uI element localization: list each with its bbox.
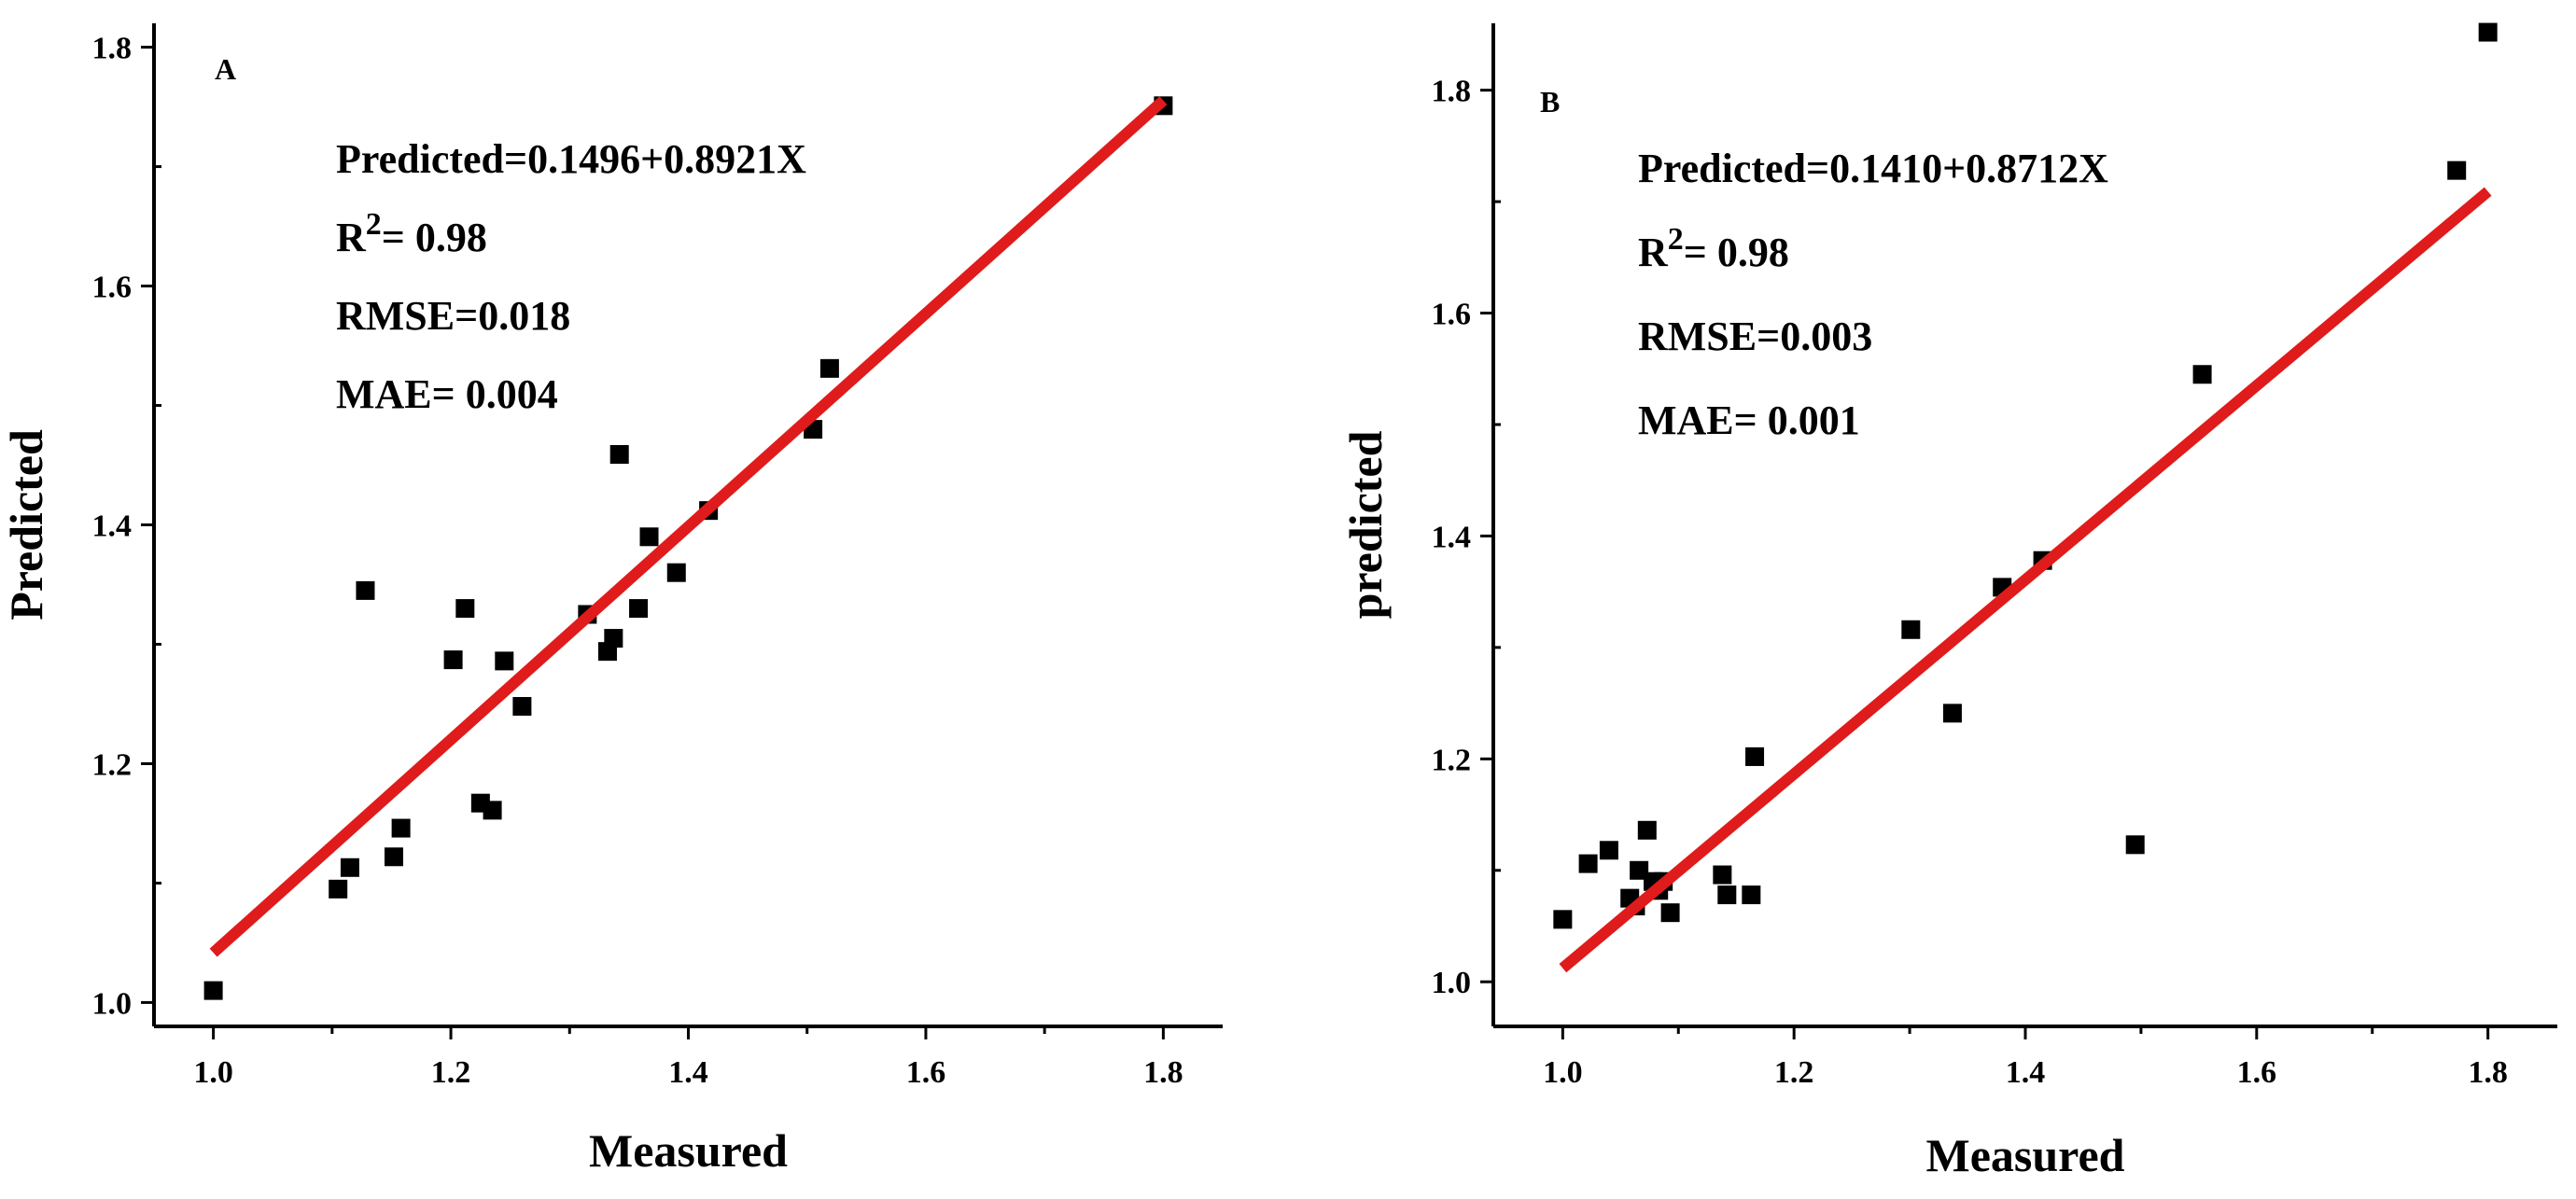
panel-a-mae: MAE= 0.004: [336, 371, 558, 417]
panel-b-x-tick-label: 1.2: [1774, 1055, 1814, 1090]
panel-a-data-point: [629, 599, 649, 619]
panel-a-y-tick-label: 1.4: [92, 509, 133, 544]
panel-a-rmse: RMSE=0.018: [336, 293, 570, 339]
panel-b-data-point: [2192, 365, 2212, 384]
panel-a-data-point: [483, 801, 502, 820]
panel-a-y-tick-label: 1.2: [92, 747, 133, 782]
panel-a-letter: A: [215, 52, 236, 86]
panel-a-data-point: [391, 818, 411, 838]
panel-a-data-point: [384, 847, 403, 867]
panel-b-letter: B: [1540, 85, 1560, 119]
panel-a-x-axis-title: Measured: [589, 1124, 788, 1177]
panel-a-data-point: [340, 857, 359, 877]
panel-b-x-tick-label: 1.6: [2237, 1055, 2277, 1090]
panel-b-data-point: [1742, 885, 1761, 905]
panel-a-data-point: [666, 563, 686, 582]
panel-a-data-point: [512, 697, 532, 717]
panel-b-data-point: [1717, 885, 1737, 905]
panel-b-x-tick-label: 1.0: [1543, 1055, 1583, 1090]
panel-b-data-point: [2125, 835, 2145, 855]
panel-b-y-axis-title: predicted: [1339, 430, 1392, 619]
panel-b-data-point: [2478, 22, 2498, 42]
panel-a-data-point: [356, 580, 375, 600]
panel-b: 1.0 1.2 1.4 1.6 1.8 1.0 1.2 1.4 1.6 1.8 Measured pr…: [1339, 22, 2557, 1181]
panel-b-data-point: [2447, 160, 2467, 180]
panel-b-equation: Predicted=0.1410+0.8712X: [1638, 146, 2108, 191]
panel-a-data-point: [639, 527, 659, 547]
panel-b-r-squared: R2= 0.98: [1638, 222, 1789, 275]
panel-b-x-tick-label: 1.4: [2006, 1055, 2046, 1090]
panel-a-data-point: [443, 650, 463, 670]
panel-b-regression-line: [1559, 187, 2492, 973]
panel-a-x-tick-label: 1.0: [193, 1055, 233, 1090]
panel-b-y-tick-label: 1.2: [1432, 743, 1472, 777]
panel-b-data-point: [1901, 620, 1921, 639]
panel-a-x-tick-label: 1.2: [431, 1055, 471, 1090]
panel-a-x-tick-label: 1.6: [906, 1055, 946, 1090]
panel-a: 1.0 1.2 1.4 1.6 1.8 1.0 1.2 1.4 1.6 1.8 Measured Pr…: [0, 23, 1223, 1177]
panel-a-x-tick-label: 1.8: [1143, 1055, 1183, 1090]
panel-b-data-point: [1660, 903, 1680, 923]
panel-a-regression-line: [209, 96, 1168, 957]
panel-b-y-tick-label: 1.4: [1432, 520, 1472, 554]
panel-a-data-point: [455, 599, 475, 619]
panel-a-data-point: [604, 629, 623, 648]
panel-a-r-squared: R2= 0.98: [336, 207, 487, 260]
panel-a-y-axis-title: Predicted: [0, 429, 52, 620]
panel-a-data-point: [495, 651, 514, 671]
panel-a-equation: Predicted=0.1496+0.8921X: [336, 136, 806, 182]
panel-b-x-axis-title: Measured: [1926, 1129, 2125, 1181]
panel-b-data-point: [1713, 865, 1732, 885]
panel-b-rmse: RMSE=0.003: [1638, 314, 1872, 359]
panel-a-data-point: [819, 358, 839, 378]
panel-b-data-point: [1578, 854, 1598, 873]
panel-b-data-point: [1637, 820, 1657, 840]
panel-b-data-point: [1553, 910, 1573, 929]
panel-a-y-tick-label: 1.6: [92, 271, 133, 305]
panel-a-y-tick-label: 1.8: [92, 32, 133, 66]
panel-a-y-tick-label: 1.0: [92, 986, 133, 1021]
panel-b-mae: MAE= 0.001: [1638, 397, 1860, 443]
panel-b-x-tick-label: 1.8: [2468, 1055, 2508, 1090]
panel-a-data-point: [203, 981, 223, 1000]
panel-b-y-tick-label: 1.0: [1432, 966, 1472, 1000]
panel-a-data-point: [329, 879, 348, 899]
panel-b-y-tick-label: 1.8: [1432, 75, 1472, 109]
panel-a-x-tick-label: 1.4: [668, 1055, 708, 1090]
panel-a-data-point: [609, 444, 629, 464]
panel-b-data-point: [1942, 704, 1962, 723]
panel-b-y-tick-label: 1.6: [1432, 298, 1472, 332]
panel-b-data-point: [1599, 841, 1618, 860]
panel-b-data-point: [1745, 746, 1765, 766]
